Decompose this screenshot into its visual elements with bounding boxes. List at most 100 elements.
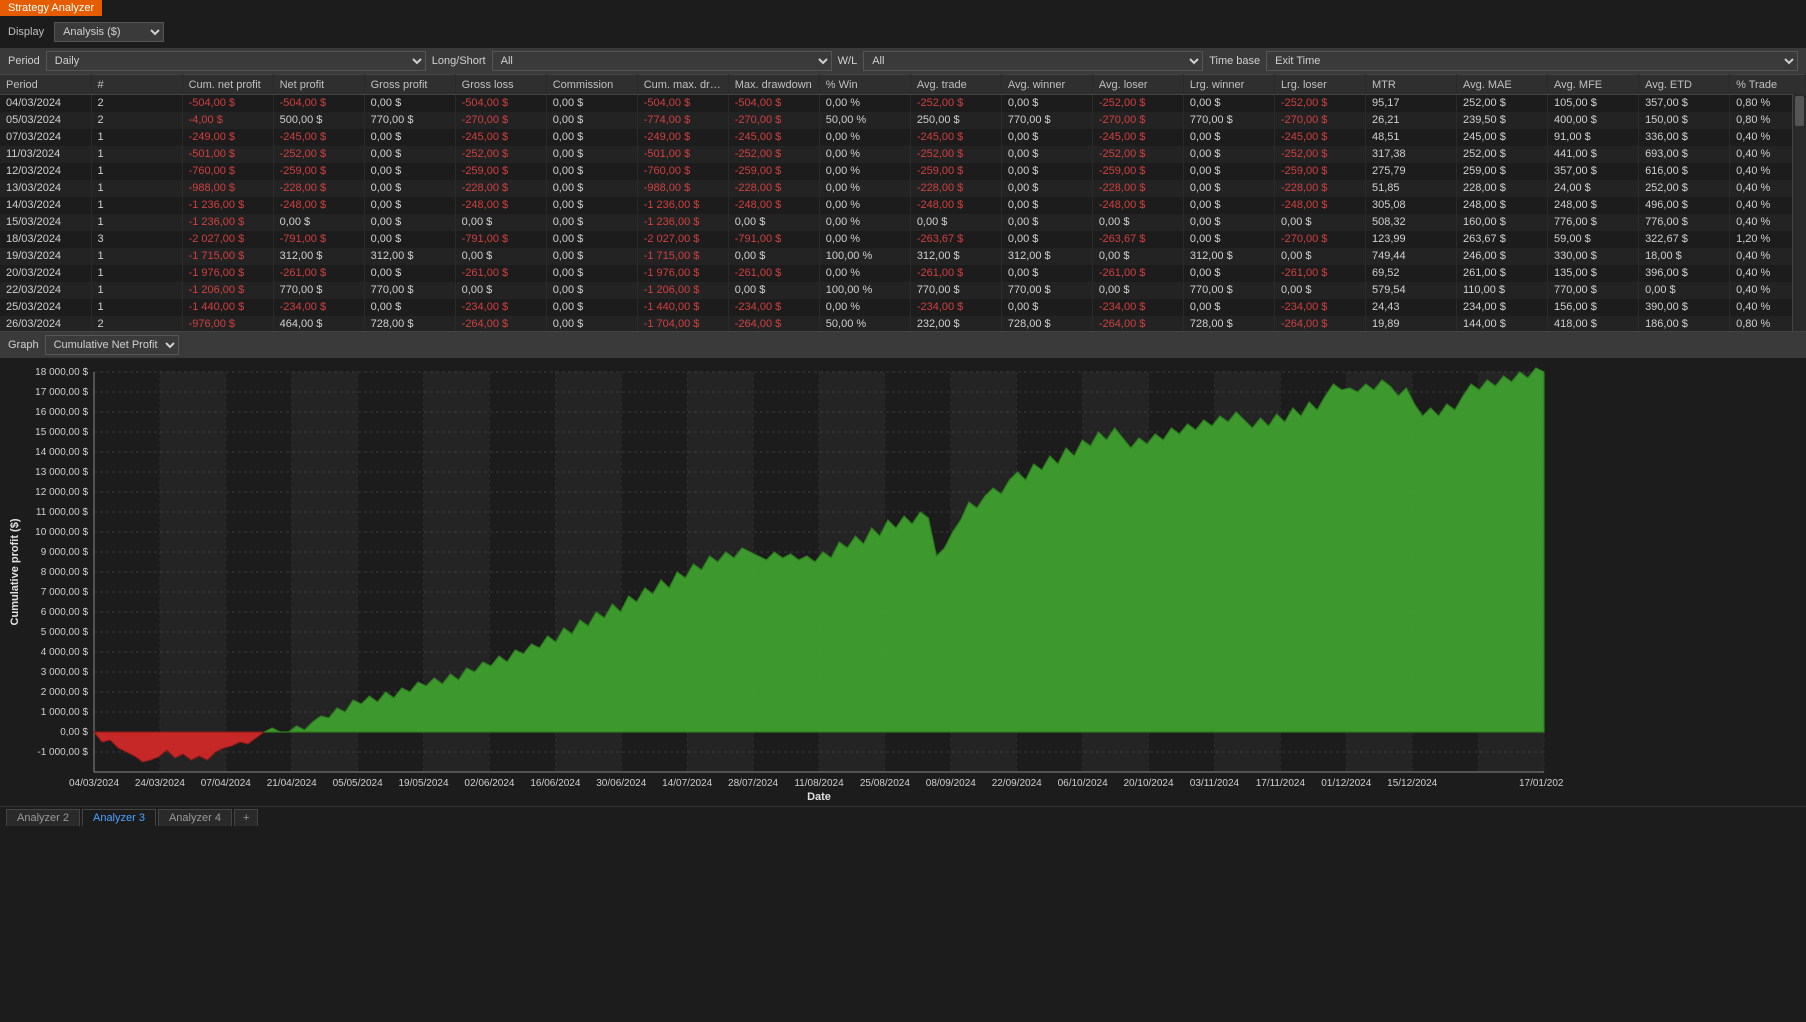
table-cell: 110,00 $ <box>1457 282 1548 299</box>
table-cell: 0,00 % <box>819 299 910 316</box>
col-header[interactable]: Gross profit <box>364 75 455 95</box>
table-cell: 0,00 % <box>819 163 910 180</box>
svg-text:12 000,00 $: 12 000,00 $ <box>35 487 88 498</box>
table-cell: 0,00 $ <box>546 146 637 163</box>
tab-analyzer-2[interactable]: Analyzer 2 <box>6 809 80 826</box>
table-row[interactable]: 15/03/20241-1 236,00 $0,00 $0,00 $0,00 $… <box>0 214 1806 231</box>
table-cell: 232,00 $ <box>910 316 1001 333</box>
svg-text:01/12/2024: 01/12/2024 <box>1321 778 1371 789</box>
table-cell: 0,00 $ <box>1001 163 1092 180</box>
svg-text:14 000,00 $: 14 000,00 $ <box>35 447 88 458</box>
table-row[interactable]: 14/03/20241-1 236,00 $-248,00 $0,00 $-24… <box>0 197 1806 214</box>
table-cell: 0,00 $ <box>364 95 455 112</box>
col-header[interactable]: Avg. MFE <box>1548 75 1639 95</box>
table-cell: 0,00 $ <box>455 282 546 299</box>
table-row[interactable]: 26/03/20242-976,00 $464,00 $728,00 $-264… <box>0 316 1806 333</box>
display-select[interactable]: Analysis ($) <box>54 22 164 42</box>
timebase-select[interactable]: Exit Time <box>1266 51 1798 71</box>
table-cell: -1 236,00 $ <box>182 197 273 214</box>
table-cell: 770,00 $ <box>1183 282 1274 299</box>
col-header[interactable]: Gross loss <box>455 75 546 95</box>
table-cell: 770,00 $ <box>1001 112 1092 129</box>
table-cell: 0,00 $ <box>1274 214 1365 231</box>
col-header[interactable]: Avg. loser <box>1092 75 1183 95</box>
col-header[interactable]: Cum. net profit <box>182 75 273 95</box>
table-row[interactable]: 05/03/20242-4,00 $500,00 $770,00 $-270,0… <box>0 112 1806 129</box>
table-row[interactable]: 13/03/20241-988,00 $-228,00 $0,00 $-228,… <box>0 180 1806 197</box>
table-cell: 776,00 $ <box>1548 214 1639 231</box>
table-row[interactable]: 12/03/20241-760,00 $-259,00 $0,00 $-259,… <box>0 163 1806 180</box>
svg-text:24/03/2024: 24/03/2024 <box>135 778 185 789</box>
wl-select[interactable]: All <box>863 51 1203 71</box>
table-cell: -791,00 $ <box>728 231 819 248</box>
table-cell: 0,00 $ <box>546 129 637 146</box>
col-header[interactable]: Avg. MAE <box>1457 75 1548 95</box>
longshort-select[interactable]: All <box>492 51 832 71</box>
table-cell: -1 206,00 $ <box>182 282 273 299</box>
col-header[interactable]: Net profit <box>273 75 364 95</box>
table-cell: 0,00 % <box>819 146 910 163</box>
table-cell: -504,00 $ <box>728 95 819 112</box>
col-header[interactable]: Lrg. winner <box>1183 75 1274 95</box>
table-row[interactable]: 22/03/20241-1 206,00 $770,00 $770,00 $0,… <box>0 282 1806 299</box>
svg-text:08/09/2024: 08/09/2024 <box>926 778 976 789</box>
col-header[interactable]: MTR <box>1365 75 1456 95</box>
table-cell: 04/03/2024 <box>0 95 91 112</box>
tab-add[interactable]: + <box>234 809 258 826</box>
table-cell: 312,00 $ <box>1183 248 1274 265</box>
table-cell: -760,00 $ <box>182 163 273 180</box>
table-cell: 322,67 $ <box>1639 231 1730 248</box>
table-cell: 59,00 $ <box>1548 231 1639 248</box>
table-cell: 770,00 $ <box>1183 112 1274 129</box>
table-row[interactable]: 18/03/20243-2 027,00 $-791,00 $0,00 $-79… <box>0 231 1806 248</box>
table-cell: -245,00 $ <box>1092 129 1183 146</box>
period-select[interactable]: Daily <box>46 51 426 71</box>
table-cell: -760,00 $ <box>637 163 728 180</box>
col-header[interactable]: Avg. trade <box>910 75 1001 95</box>
table-row[interactable]: 20/03/20241-1 976,00 $-261,00 $0,00 $-26… <box>0 265 1806 282</box>
table-cell: -234,00 $ <box>273 299 364 316</box>
scroll-thumb[interactable] <box>1795 96 1804 126</box>
table-row[interactable]: 19/03/20241-1 715,00 $312,00 $312,00 $0,… <box>0 248 1806 265</box>
table-row[interactable]: 04/03/20242-504,00 $-504,00 $0,00 $-504,… <box>0 95 1806 112</box>
svg-text:21/04/2024: 21/04/2024 <box>267 778 317 789</box>
col-header[interactable]: Commission <box>546 75 637 95</box>
table-row[interactable]: 11/03/20241-501,00 $-252,00 $0,00 $-252,… <box>0 146 1806 163</box>
table-cell: 390,00 $ <box>1639 299 1730 316</box>
col-header[interactable]: Max. drawdown <box>728 75 819 95</box>
filter-bar: Period Daily Long/Short All W/L All Time… <box>0 48 1806 74</box>
table-row[interactable]: 07/03/20241-249,00 $-245,00 $0,00 $-245,… <box>0 129 1806 146</box>
table-cell: -988,00 $ <box>182 180 273 197</box>
table-row[interactable]: 25/03/20241-1 440,00 $-234,00 $0,00 $-23… <box>0 299 1806 316</box>
col-header[interactable]: % Win <box>819 75 910 95</box>
table-scrollbar[interactable] <box>1792 94 1806 331</box>
table-cell: 123,99 <box>1365 231 1456 248</box>
table-cell: 0,00 $ <box>364 180 455 197</box>
svg-text:17/01/2025: 17/01/2025 <box>1519 778 1564 789</box>
tab-analyzer-4[interactable]: Analyzer 4 <box>158 809 232 826</box>
table-cell: 250,00 $ <box>910 112 1001 129</box>
svg-text:13 000,00 $: 13 000,00 $ <box>35 467 88 478</box>
table-cell: 261,00 $ <box>1457 265 1548 282</box>
table-cell: -248,00 $ <box>910 197 1001 214</box>
table-cell: 0,00 % <box>819 214 910 231</box>
table-cell: 13/03/2024 <box>0 180 91 197</box>
table-cell: -252,00 $ <box>910 95 1001 112</box>
table-cell: -1 976,00 $ <box>182 265 273 282</box>
period-label: Period <box>8 55 40 67</box>
col-header[interactable]: Period <box>0 75 91 95</box>
col-header[interactable]: Lrg. loser <box>1274 75 1365 95</box>
table-cell: 1 <box>91 299 182 316</box>
table-cell: 0,00 $ <box>1183 231 1274 248</box>
col-header[interactable]: Avg. winner <box>1001 75 1092 95</box>
table-cell: 0,00 $ <box>728 214 819 231</box>
tab-analyzer-3[interactable]: Analyzer 3 <box>82 809 156 826</box>
col-header[interactable]: % Trade <box>1730 75 1806 95</box>
col-header[interactable]: Avg. ETD <box>1639 75 1730 95</box>
table-cell: 0,00 $ <box>364 231 455 248</box>
graph-select[interactable]: Cumulative Net Profit <box>45 335 179 355</box>
col-header[interactable]: Cum. max. drawdown <box>637 75 728 95</box>
table-cell: 616,00 $ <box>1639 163 1730 180</box>
table-cell: -252,00 $ <box>273 146 364 163</box>
col-header[interactable]: # <box>91 75 182 95</box>
